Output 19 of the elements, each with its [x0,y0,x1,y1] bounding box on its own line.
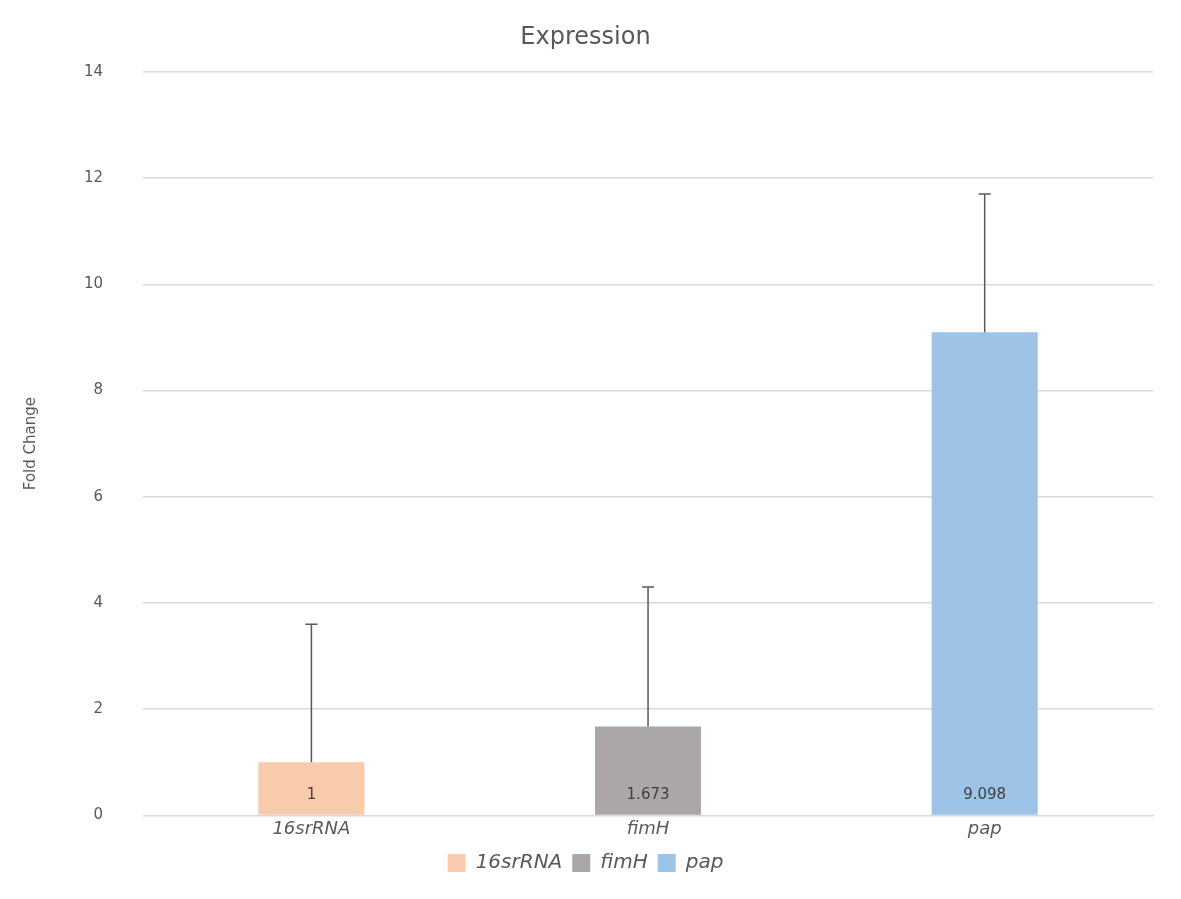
y-tick-label: 2 [93,699,104,718]
x-tick-label: 16srRNA [272,816,351,838]
legend-label: pap [684,849,724,874]
legend-label: 16srRNA [475,849,563,874]
chart-title: Expression [520,21,651,50]
legend-label: fimH [600,849,648,874]
data-label: 9.098 [963,785,1007,804]
y-tick-label: 12 [83,167,104,186]
x-tick-label: pap [966,816,1002,838]
y-tick-label: 10 [83,274,104,293]
data-label: 1 [306,785,317,804]
y-tick-label: 8 [93,380,104,399]
y-tick-label: 6 [93,486,104,505]
data-label: 1.673 [626,785,670,804]
y-tick-label: 14 [83,61,104,80]
y-tick-label: 0 [93,805,104,824]
y-axis-title: Fold Change [20,397,39,491]
y-tick-label: 4 [93,592,104,611]
x-tick-label: fimH [626,816,670,838]
